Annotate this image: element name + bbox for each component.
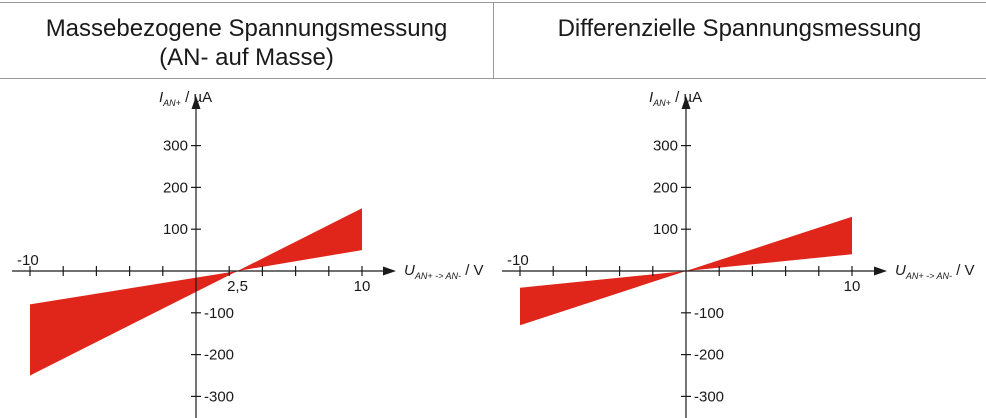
chart-1-x-axis-label-sub: AN+ -> AN-	[414, 271, 461, 281]
panel-title-line: (AN- auf Masse)	[159, 44, 334, 71]
chart-2-y-axis-label-main: I	[649, 89, 653, 106]
chart-1-y-tick-label: -200	[204, 347, 234, 364]
chart-2-x-axis-arrow	[874, 266, 887, 276]
chart-1-y-axis-label-unit: / µA	[181, 89, 212, 106]
chart-1-y-axis-arrow	[191, 96, 201, 109]
chart-1-y-tick-label: -100	[204, 305, 234, 322]
chart-1-x-axis-label: UAN+ -> AN- / V	[404, 262, 484, 281]
header-rule	[0, 78, 986, 79]
panel-title-differential: Differenzielle Spannungsmessung	[493, 14, 986, 43]
chart-1-x-tick-label: -10	[17, 252, 39, 269]
chart-2-y-tick-label: -300	[694, 388, 724, 405]
chart-1-y-tick-label: 100	[163, 221, 188, 238]
chart-2-y-axis-arrow	[681, 96, 691, 109]
chart-1-x-axis-arrow	[383, 266, 396, 276]
chart-1-x-tick-label: 10	[354, 278, 371, 295]
chart-1-y-tick-label: 200	[163, 179, 188, 196]
chart-2-y-tick-label: 100	[653, 221, 678, 238]
chart-1-x-axis-label-unit: / V	[461, 262, 484, 279]
chart-2-y-tick-label: -100	[694, 305, 724, 322]
chart-2-x-axis-label-unit: / V	[952, 262, 975, 279]
chart-1-y-axis-label-main: I	[159, 89, 163, 106]
chart-1-y-tick-label: 300	[163, 138, 188, 155]
chart-2-y-axis-label-sub: AN+	[652, 98, 671, 108]
chart-2-y-axis-label-unit: / µA	[671, 89, 702, 106]
panel-title-line: Massebezogene Spannungsmessung	[45, 15, 448, 42]
chart-1-x-axis-label-main: U	[404, 262, 415, 279]
chart-1-y-tick-label: -300	[204, 388, 234, 405]
chart-2-x-tick-label: -10	[507, 252, 529, 269]
chart-1-y-axis-label-sub: AN+	[162, 98, 181, 108]
header-separator	[493, 2, 494, 79]
chart-1-y-axis-label: IAN+ / µA	[159, 89, 212, 108]
chart-2-y-tick-label: 200	[653, 179, 678, 196]
chart-2-y-tick-label: 300	[653, 138, 678, 155]
chart-1-x-tick-label: 2,5	[227, 278, 248, 295]
chart-2-x-tick-label: 10	[844, 278, 861, 295]
chart-2-x-axis-label: UAN+ -> AN- / V	[895, 262, 975, 281]
panel-title-line: Differenzielle Spannungsmessung	[557, 15, 922, 42]
chart-2-y-tick-label: -200	[694, 347, 724, 364]
panel-title-ground-referenced: Massebezogene Spannungsmessung (AN- auf …	[0, 14, 493, 72]
chart-2-x-axis-label-sub: AN+ -> AN-	[905, 271, 952, 281]
chart-2-x-axis-label-main: U	[895, 262, 906, 279]
chart-2-y-axis-label: IAN+ / µA	[649, 89, 702, 108]
